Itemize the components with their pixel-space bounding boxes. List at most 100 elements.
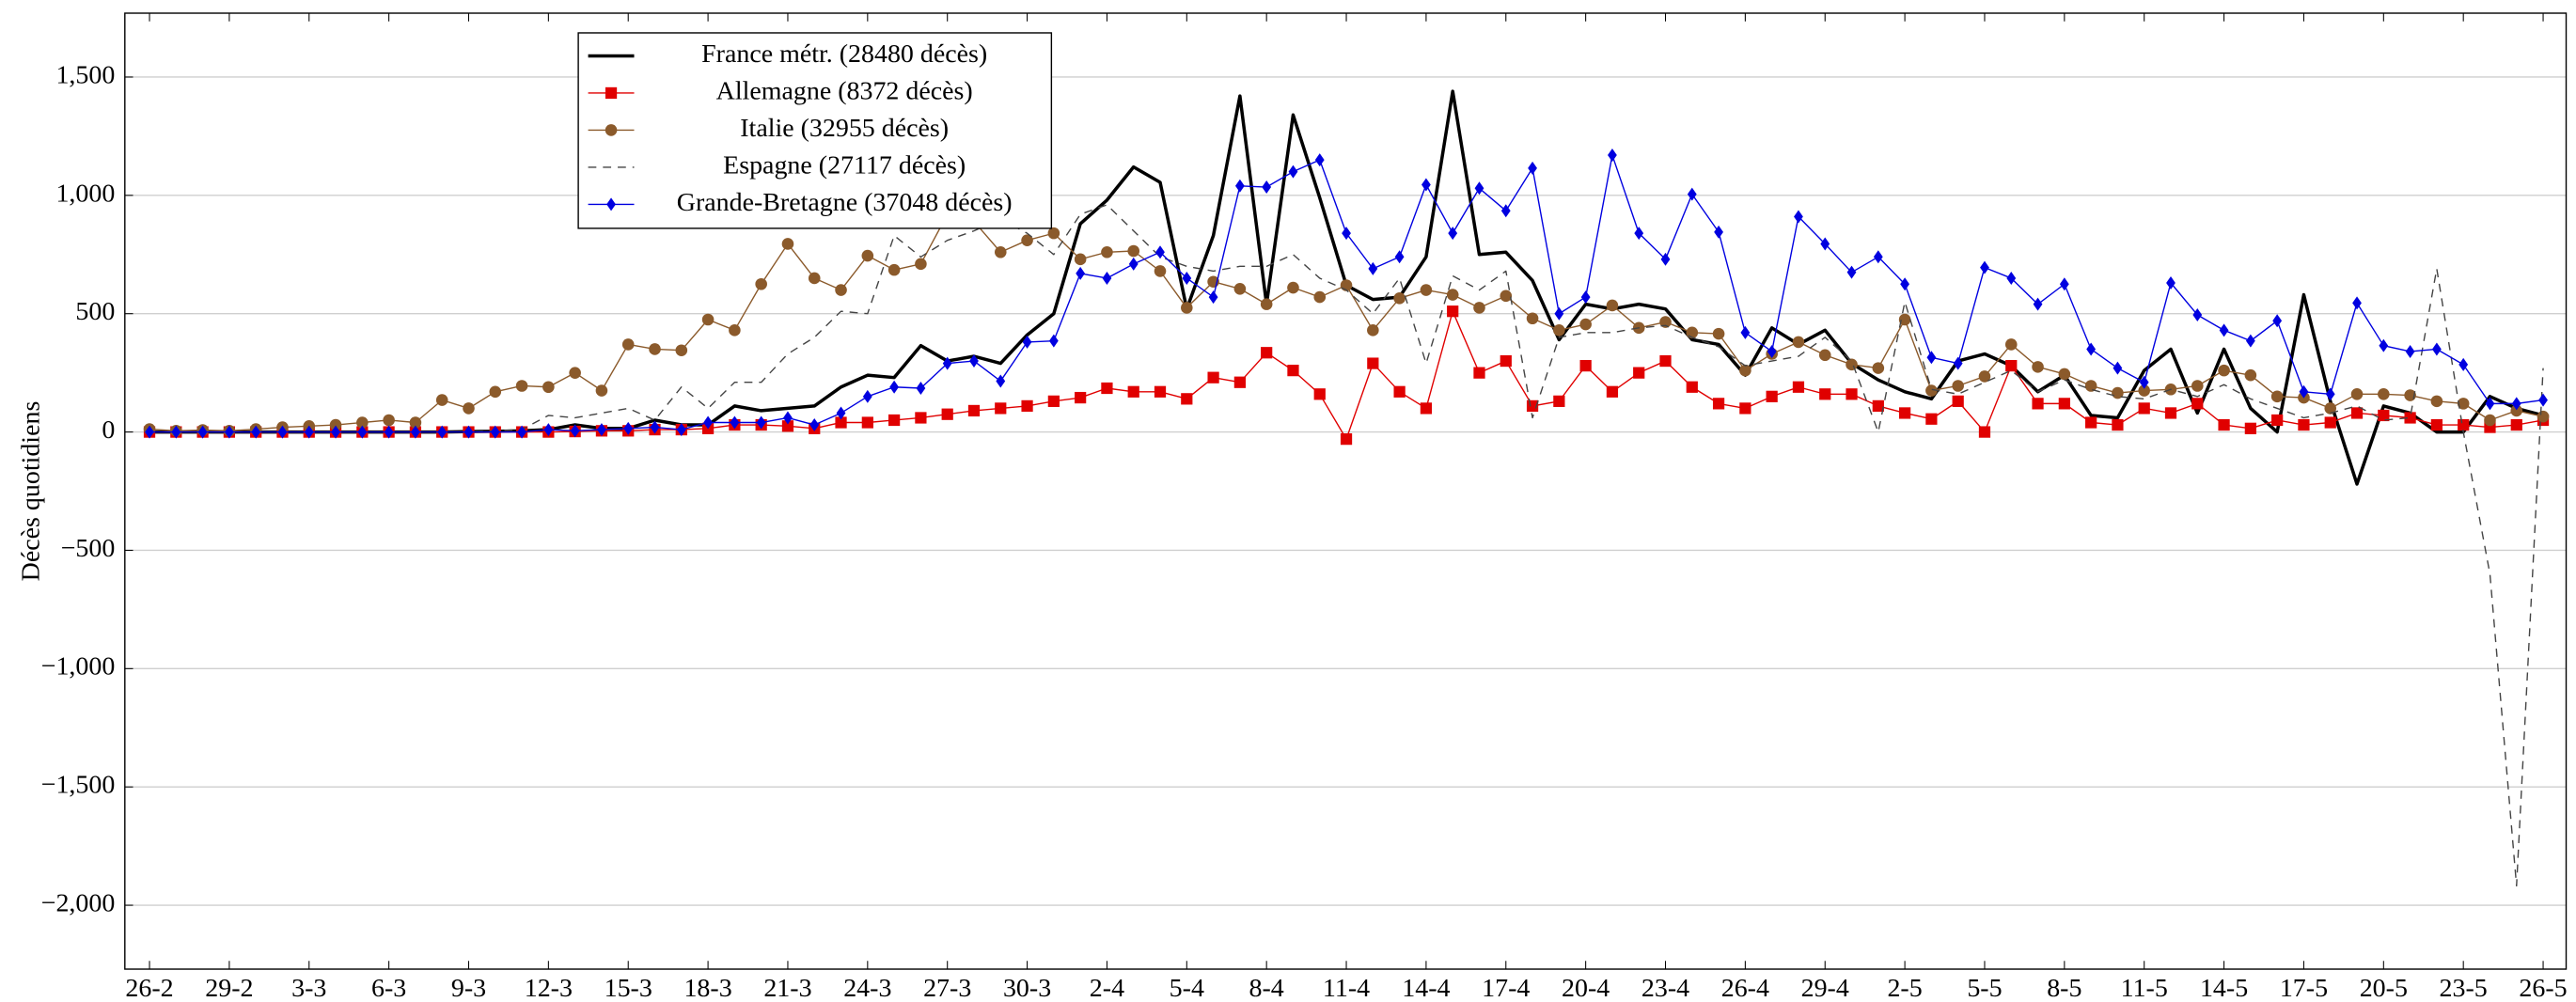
data-point: [1898, 407, 1911, 419]
data-point: [1102, 271, 1112, 285]
data-point: [1233, 282, 1247, 295]
data-point: [171, 425, 181, 439]
data-point: [1792, 336, 1805, 349]
x-tick-label: 5-5: [1967, 974, 2002, 1002]
data-point: [2218, 364, 2230, 377]
data-point: [1233, 376, 1246, 388]
data-point: [1181, 302, 1193, 314]
data-point: [2166, 275, 2175, 290]
data-point: [1420, 284, 1433, 296]
data-point: [1393, 385, 1406, 398]
data-point: [409, 416, 422, 429]
data-point: [1712, 327, 1725, 340]
data-point: [1076, 266, 1086, 280]
data-point: [1953, 356, 1963, 370]
data-point: [996, 374, 1006, 388]
data-point: [1261, 347, 1273, 359]
data-point: [1978, 426, 1991, 438]
data-point: [2218, 418, 2230, 431]
data-point: [1047, 227, 1060, 240]
data-point: [781, 420, 794, 432]
x-tick-label: 21-3: [763, 974, 811, 1002]
data-point: [2378, 388, 2390, 400]
data-point: [463, 425, 474, 439]
data-point: [1287, 281, 1299, 294]
series-line: [149, 310, 2544, 440]
data-point: [915, 258, 927, 271]
data-point: [329, 418, 342, 431]
data-point: [145, 425, 154, 439]
data-point: [1500, 354, 1512, 368]
data-point: [1794, 210, 1803, 224]
data-point: [703, 415, 713, 430]
x-tick-label: 8-5: [2047, 974, 2081, 1002]
data-point: [1473, 302, 1485, 314]
data-point: [2510, 404, 2523, 417]
data-point: [2032, 398, 2044, 410]
x-tick-label: 23-4: [1641, 974, 1689, 1002]
data-point: [1766, 390, 1778, 402]
data-point: [1846, 388, 1858, 400]
data-point: [994, 245, 1007, 258]
data-point: [1554, 306, 1564, 321]
x-tick-label: 17-4: [1482, 974, 1530, 1002]
data-point: [2538, 393, 2548, 407]
data-point: [2458, 418, 2470, 431]
y-tick-label: 500: [75, 297, 115, 326]
data-point: [2272, 314, 2283, 328]
data-point: [1207, 371, 1219, 384]
x-tick-label: 2-4: [1090, 974, 1124, 1002]
plot-frame: [124, 12, 2568, 970]
x-tick-label: 9-3: [451, 974, 486, 1002]
series-line: [149, 213, 2544, 432]
data-point: [1712, 398, 1725, 410]
y-tick-label: 1,000: [55, 179, 115, 208]
data-point: [1553, 395, 1565, 407]
data-point: [1579, 359, 1592, 372]
data-point: [2404, 412, 2416, 424]
legend-label: France métr. (28480 décès): [701, 39, 987, 69]
data-point: [1925, 413, 1938, 425]
data-point: [701, 313, 715, 326]
data-point: [2112, 386, 2124, 399]
legend-label: Espagne (27117 décès): [723, 150, 966, 180]
x-tick-label: 11-5: [2121, 974, 2168, 1002]
data-point: [995, 402, 1007, 415]
data-point: [2006, 271, 2017, 285]
data-point: [2430, 418, 2443, 431]
data-point: [384, 425, 394, 439]
data-point: [2379, 338, 2389, 352]
data-point: [862, 389, 872, 403]
data-point: [1846, 265, 1857, 279]
data-point: [889, 380, 900, 394]
data-point: [1978, 370, 1991, 383]
data-point: [888, 414, 901, 427]
data-point: [2032, 361, 2044, 373]
legend-box: [577, 32, 1053, 229]
x-tick-label: 23-5: [2440, 974, 2488, 1002]
data-point: [437, 425, 448, 439]
data-point: [1288, 164, 1298, 179]
x-tick-label: 11-4: [1323, 974, 1370, 1002]
data-point: [1074, 253, 1087, 266]
data-point: [1128, 257, 1139, 271]
data-point: [1208, 290, 1218, 305]
data-point: [2485, 397, 2495, 411]
data-point: [2378, 409, 2390, 422]
data-point: [756, 415, 766, 430]
data-point: [1872, 362, 1885, 374]
data-point: [2350, 407, 2364, 419]
data-point: [1368, 261, 1378, 275]
data-point: [2299, 384, 2309, 399]
data-point: [1952, 395, 1964, 407]
x-tick-label: 17-5: [2280, 974, 2328, 1002]
data-point: [1394, 250, 1405, 264]
data-point: [1420, 402, 1433, 415]
data-point: [597, 423, 606, 437]
x-tick-label: 5-4: [1170, 974, 1204, 1002]
data-point: [783, 411, 793, 425]
y-tick-label: 0: [102, 415, 115, 445]
x-tick-label: 24-3: [843, 974, 891, 1002]
data-point: [1659, 354, 1672, 368]
